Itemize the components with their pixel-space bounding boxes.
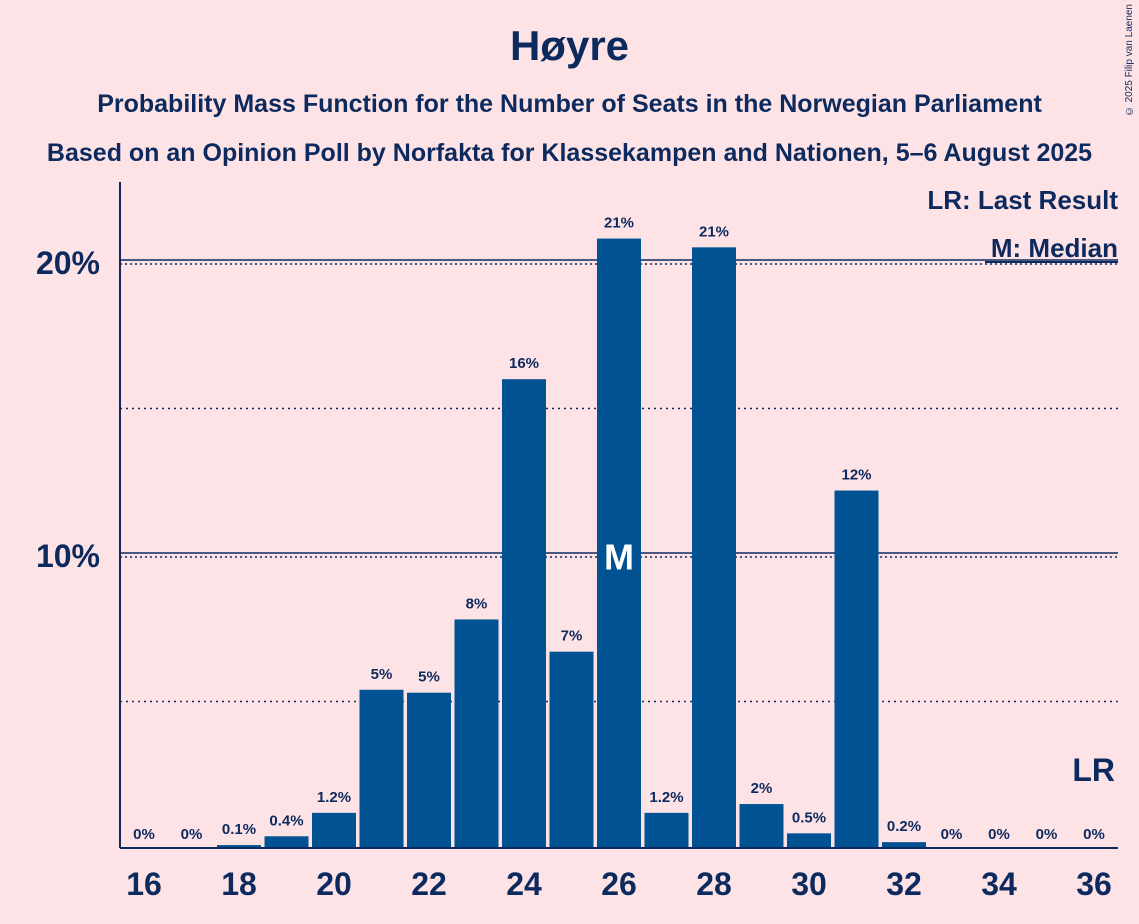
x-tick-28: 28 [696, 866, 732, 902]
data-label-seat-22: 5% [418, 669, 440, 686]
bar-seat-25 [549, 651, 594, 848]
bar-seat-23 [454, 619, 499, 848]
data-label-seat-23: 8% [466, 595, 488, 612]
bar-seat-28 [692, 247, 736, 849]
x-tick-22: 22 [411, 866, 447, 902]
data-label-bg [464, 592, 489, 613]
x-tick-26: 26 [601, 866, 637, 902]
bar-seat-18 [217, 845, 261, 848]
x-tick-32: 32 [886, 866, 922, 902]
data-label-seat-33: 0% [941, 826, 963, 843]
x-tick-36: 36 [1076, 866, 1112, 902]
data-label-seat-25: 7% [561, 628, 583, 645]
data-label-seat-35: 0% [1036, 826, 1058, 843]
data-label-seat-29: 2% [751, 780, 773, 797]
data-label-seat-16: 0% [133, 826, 155, 843]
legend-median: M: Median [991, 233, 1118, 263]
data-label-bg [218, 818, 260, 839]
data-label-seat-18: 0.1% [222, 821, 256, 838]
data-label-seat-30: 0.5% [792, 809, 826, 826]
data-label-seat-20: 1.2% [317, 789, 351, 806]
chart-subtitle-2: Based on an Opinion Poll by Norfakta for… [46, 139, 1093, 167]
chart-title: Høyre [509, 22, 630, 69]
data-label-seat-26: 21% [604, 215, 634, 232]
data-label-seat-31: 12% [841, 467, 871, 484]
bar-seat-30 [787, 833, 831, 848]
data-label-bg [883, 815, 925, 836]
data-label-seat-34: 0% [988, 826, 1010, 843]
data-label-seat-28: 21% [699, 223, 729, 240]
bar-seat-31 [834, 490, 879, 848]
bar-seat-24 [502, 379, 546, 848]
bar-seat-21 [359, 689, 404, 848]
bar-seat-32 [882, 842, 926, 848]
bar-seat-27 [644, 812, 689, 848]
data-label-seat-32: 0.2% [887, 818, 921, 835]
bar-seat-26 [597, 238, 641, 848]
x-tick-34: 34 [981, 866, 1017, 902]
axes: 16 18 20 22 24 26 28 30 32 34 36 10% 20% [36, 182, 1118, 902]
x-tick-24: 24 [506, 866, 542, 902]
data-label-bg [840, 463, 873, 484]
data-labels: 0% 0% 0.1% 0.4% 1.2% 5% 5% 8% 16% 7% 21% 1.2% 21% 2% 0… [133, 211, 1115, 843]
last-result-marker: LR [1072, 752, 1115, 788]
legend-last-result: LR: Last Result [927, 185, 1118, 215]
data-label-bg [602, 211, 636, 232]
data-label-seat-36: 0% [1083, 826, 1105, 843]
bar-seat-22 [407, 692, 451, 848]
x-tick-20: 20 [316, 866, 352, 902]
bar-seat-29 [739, 804, 784, 848]
x-tick-18: 18 [221, 866, 257, 902]
data-label-bg [265, 809, 308, 830]
y-tick-20: 20% [36, 245, 100, 281]
bars [217, 238, 926, 849]
data-label-seat-21: 5% [371, 666, 393, 683]
data-label-seat-27: 1.2% [649, 789, 683, 806]
x-tick-16: 16 [126, 866, 162, 902]
bar-seat-20 [312, 812, 356, 848]
data-label-bg [507, 352, 541, 373]
data-label-bg [645, 785, 688, 806]
y-tick-10: 10% [36, 538, 100, 574]
median-marker: M [604, 537, 634, 578]
data-label-bg [697, 220, 731, 241]
data-label-bg [788, 806, 830, 827]
data-label-bg [417, 665, 441, 686]
data-label-bg [749, 777, 774, 798]
chart-subtitle: Probability Mass Function for the Number… [97, 90, 1042, 118]
data-label-seat-17: 0% [181, 826, 203, 843]
bar-seat-19 [264, 836, 309, 848]
data-label-seat-24: 16% [509, 355, 539, 372]
data-label-bg [559, 624, 584, 645]
x-tick-30: 30 [791, 866, 827, 902]
data-label-seat-19: 0.4% [269, 812, 303, 829]
data-label-bg [369, 662, 394, 683]
data-label-bg [313, 785, 355, 806]
